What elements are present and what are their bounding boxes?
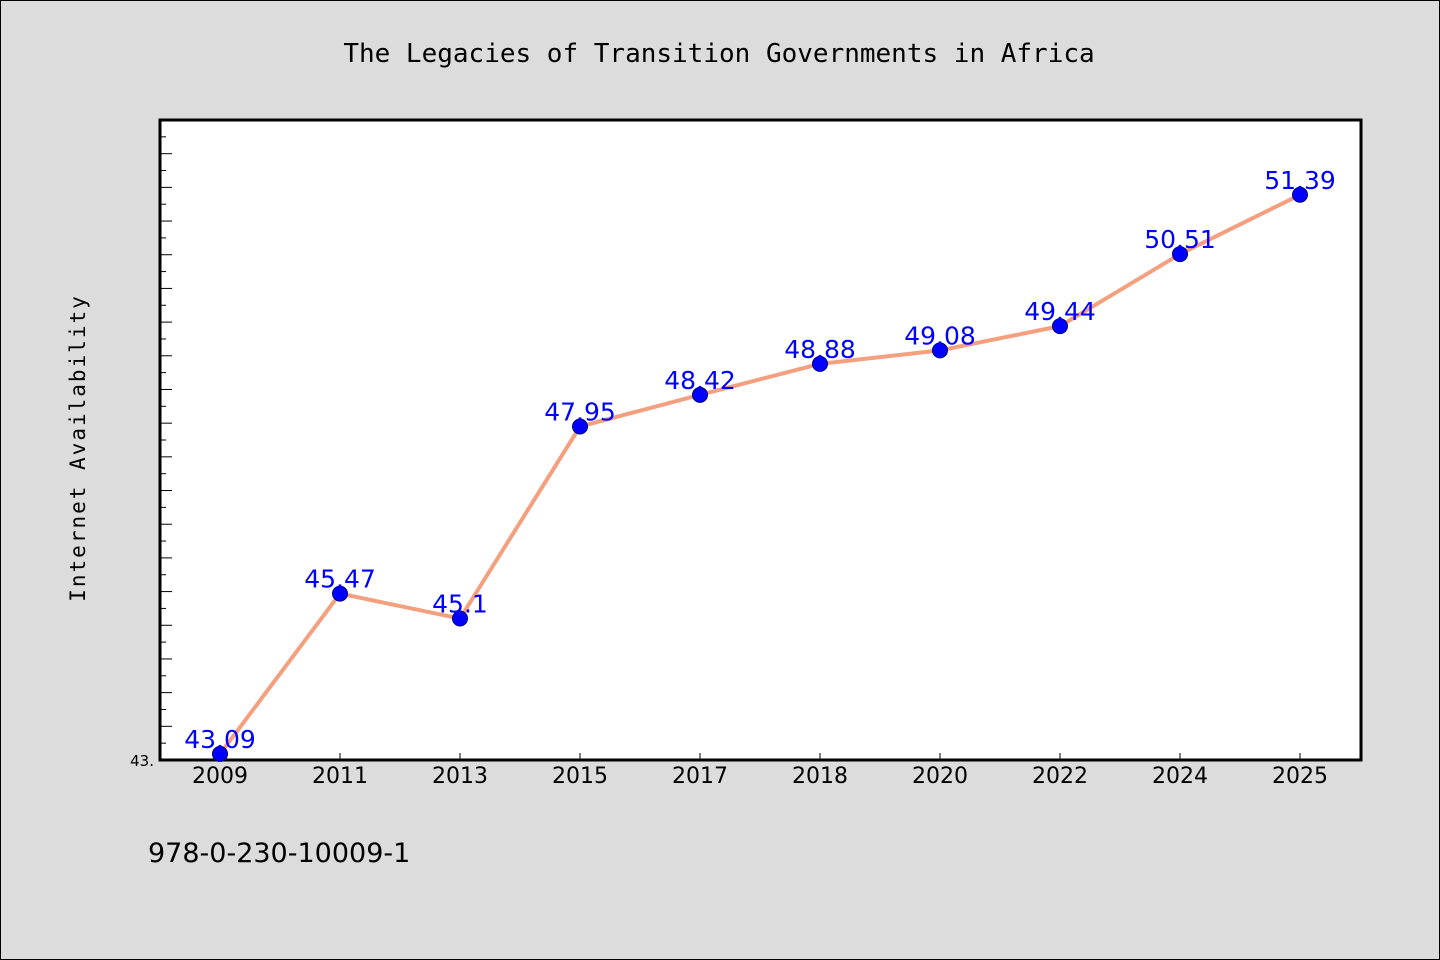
data-point-marker: [932, 342, 948, 359]
x-tick-label: 2013: [432, 764, 488, 789]
x-tick-label: 2020: [912, 764, 968, 789]
data-label: 49.08: [904, 321, 976, 350]
series-line: [218, 192, 1302, 756]
chart-title: The Legacies of Transition Governments i…: [343, 39, 1094, 69]
x-tick-label: 2011: [312, 764, 368, 789]
data-point-marker: [812, 355, 828, 372]
data-point-marker: [572, 418, 588, 435]
x-tick-label: 2017: [672, 764, 728, 789]
data-label: 48.88: [784, 335, 856, 364]
y-tick-label: 43.: [130, 752, 154, 770]
plot-area: [158, 118, 1363, 762]
data-label: 45.47: [304, 565, 376, 594]
data-point-marker: [1172, 246, 1188, 263]
data-label: 43.09: [184, 725, 256, 754]
data-point-marker: [452, 610, 468, 627]
data-label: 47.95: [544, 398, 616, 427]
data-label: 50.51: [1144, 225, 1216, 254]
data-point-marker: [212, 745, 228, 762]
x-tick-label: 2025: [1272, 764, 1328, 789]
y-axis-label: Internet Availability: [66, 294, 90, 602]
y-axis-ticks: [160, 119, 172, 761]
x-axis-ticks: 2009 2011 2013 2015 2017 2018 2020 2022 2024 2025: [192, 753, 1328, 789]
x-tick-label: 2009: [192, 764, 248, 789]
data-label: 48.42: [664, 366, 736, 395]
data-label: 51.39: [1264, 166, 1336, 195]
x-tick-label: 2024: [1152, 764, 1208, 789]
data-point-marker: [1052, 318, 1068, 335]
isbn-text: 978-0-230-10009-1: [148, 838, 410, 869]
data-point-marker: [692, 386, 708, 403]
series-group: 43.09 45.47 45.1 47.95 48.42 48.88 49.08 49.44 5…: [184, 166, 1336, 762]
x-tick-label: 2015: [552, 764, 608, 789]
data-label: 45.1: [432, 590, 488, 619]
data-point-marker: [1292, 186, 1308, 203]
x-tick-label: 2018: [792, 764, 848, 789]
data-point-marker: [332, 585, 348, 602]
data-label: 49.44: [1024, 297, 1096, 326]
x-tick-label: 2022: [1032, 764, 1088, 789]
